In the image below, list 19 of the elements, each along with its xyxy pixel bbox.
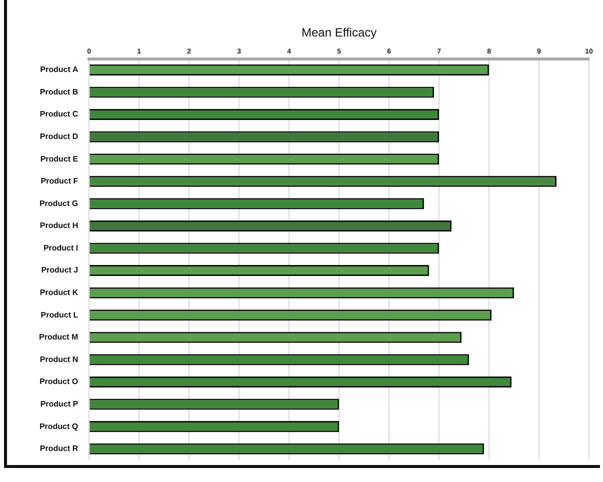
y-tick-label: Product I [43, 243, 78, 252]
y-tick-label: Product M [39, 332, 78, 342]
y-tick-label: Product O [39, 377, 78, 386]
x-axis-title: Mean Efficacy [301, 26, 377, 40]
y-tick-label: Product D [40, 132, 78, 142]
y-tick-label: Product H [40, 221, 78, 230]
y-tick-label: Product R [40, 444, 78, 454]
y-tick-label: Product C [40, 110, 78, 119]
y-tick-label: Product N [40, 354, 78, 364]
y-tick-label: Product L [40, 310, 78, 320]
y-tick-label: Product B [40, 87, 78, 96]
y-tick-label: Product K [40, 288, 78, 298]
y-tick-label: Product F [40, 176, 78, 186]
y-tick-label: Product P [40, 399, 79, 408]
y-tick-label: Product A [40, 65, 78, 74]
y-tick-label: Product J [41, 266, 78, 275]
y-tick-label: Product G [39, 198, 78, 208]
y-tick-label: Product Q [39, 422, 78, 431]
y-tick-label: Product E [40, 154, 79, 164]
